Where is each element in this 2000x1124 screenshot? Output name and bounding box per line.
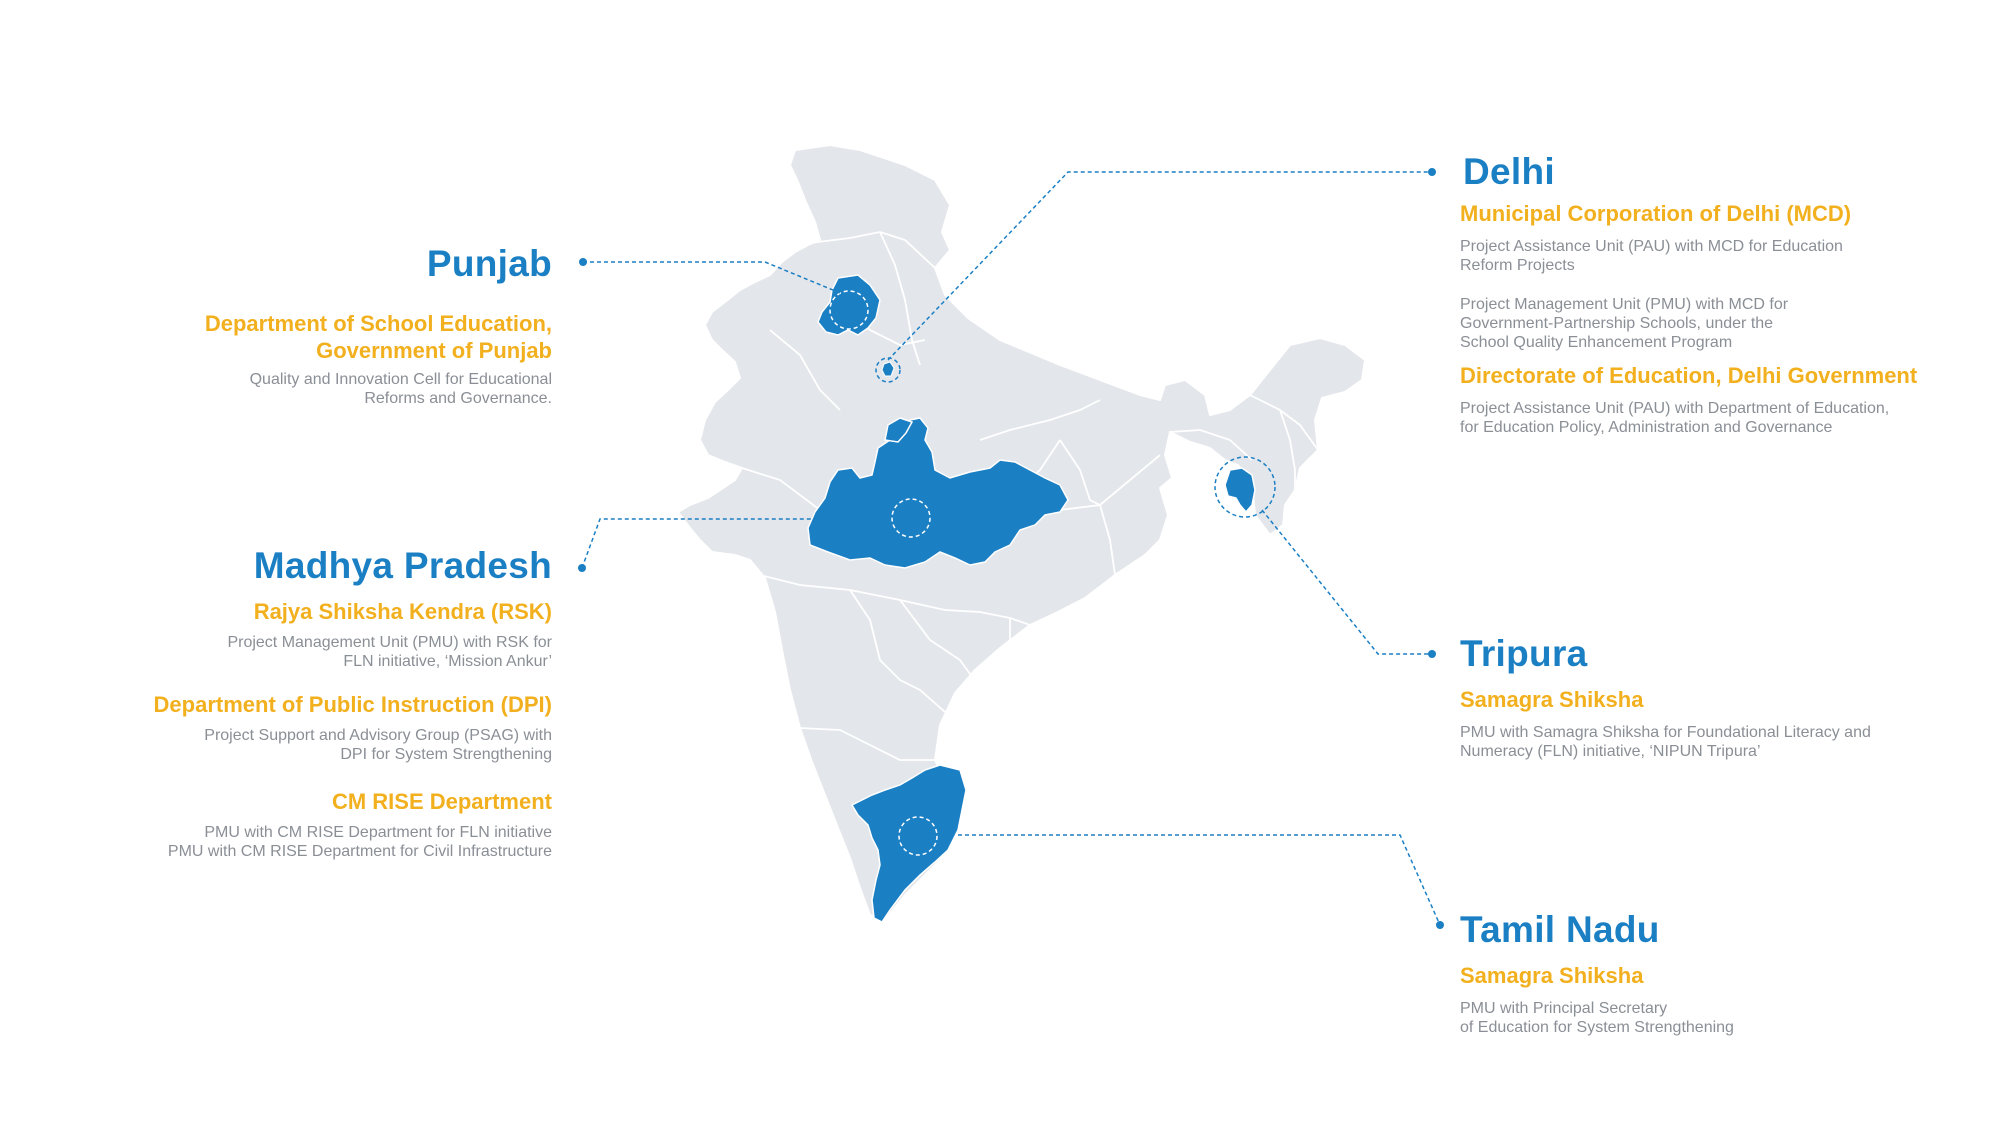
tripura-desc: PMU with Samagra Shiksha for Foundationa… [1460,724,1871,760]
india-landmass [677,144,1366,921]
tripura-title: Tripura [1460,633,1588,674]
delhi-desc-mcd-1: Project Assistance Unit (PAU) with MCD f… [1460,238,1843,274]
mp-marker-circle [891,498,931,538]
punjab-title: Punjab [426,243,552,284]
punjab-org: Department of School Education, Governme… [204,311,552,363]
mp-title: Madhya Pradesh [253,545,552,586]
tripura-connector-dot [1428,650,1436,658]
mp-desc-cmrise: PMU with CM RISE Department for FLN init… [167,824,552,860]
tamil-nadu-region [850,764,967,923]
mp-org-dpi: Department of Public Instruction (DPI) [153,692,552,717]
tamil-nadu-title: Tamil Nadu [1460,909,1660,950]
delhi-connector-dot [1428,168,1436,176]
tamil-nadu-org: Samagra Shiksha [1460,963,1644,988]
madhya-pradesh-north-region [884,417,914,443]
delhi-title: Delhi [1463,151,1555,192]
mp-desc-dpi: Project Support and Advisory Group (PSAG… [204,727,552,763]
delhi-org-doe: Directorate of Education, Delhi Governme… [1460,363,1918,388]
punjab-desc: Quality and Innovation Cell for Educatio… [249,371,552,407]
mp-connector [581,518,825,569]
punjab-connector-dot [579,258,587,266]
mp-connector-dot [578,564,586,572]
tn-connector [958,834,1441,926]
punjab-info: Punjab Department of School Education, G… [92,242,552,408]
mp-org-rsk: Rajya Shiksha Kendra (RSK) [253,599,552,624]
delhi-connector [887,171,1432,361]
delhi-info: Delhi Municipal Corporation of Delhi (MC… [1460,150,1980,437]
madhya-pradesh-region [807,417,1069,569]
tripura-connector [1261,509,1432,655]
tripura-region [1224,467,1256,514]
punjab-connector [583,261,846,296]
delhi-region [881,361,895,377]
delhi-org-mcd: Municipal Corporation of Delhi (MCD) [1460,201,1852,226]
madhya-pradesh-info: Madhya Pradesh Rajya Shiksha Kendra (RSK… [0,544,552,861]
tripura-marker-circle [1214,456,1276,518]
delhi-desc-doe: Project Assistance Unit (PAU) with Depar… [1460,400,1890,436]
punjab-marker-circle [829,290,869,330]
tamil-nadu-info: Tamil Nadu Samagra Shiksha PMU with Prin… [1460,908,1980,1037]
tripura-info: Tripura Samagra Shiksha PMU with Samagra… [1460,632,1980,761]
tn-marker-circle [898,816,938,856]
mp-desc-rsk: Project Management Unit (PMU) with RSK f… [227,634,552,670]
tn-connector-dot [1436,921,1444,929]
delhi-marker-circle [875,357,901,383]
tamil-nadu-desc: PMU with Principal Secretary of Educatio… [1460,1000,1734,1036]
mp-org-cmrise: CM RISE Department [331,789,552,814]
delhi-desc-mcd-2: Project Management Unit (PMU) with MCD f… [1460,296,1789,351]
tripura-org: Samagra Shiksha [1460,687,1644,712]
